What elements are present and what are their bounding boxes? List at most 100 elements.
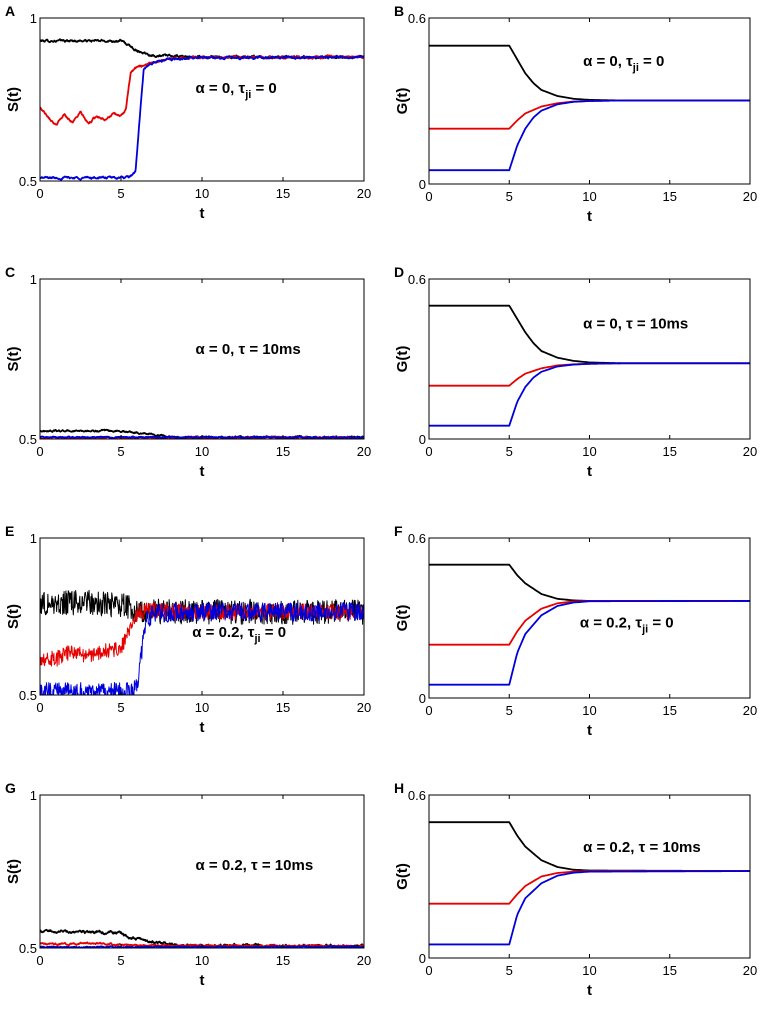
x-tick-label: 15: [276, 444, 290, 459]
x-tick-label: 5: [506, 703, 513, 718]
x-tick-label: 10: [195, 186, 209, 201]
annotation: α = 0, τji = 0: [196, 80, 277, 101]
x-tick-label: 20: [743, 444, 757, 459]
x-tick-label: 15: [663, 189, 677, 204]
panel-d: D 0 5 10 15 20 0 0.6 t G(t) α = 0, τ = 10ms: [394, 264, 757, 480]
axes-frame: [428, 794, 751, 959]
y-tick-label: 0.6: [408, 531, 426, 546]
x-tick-label: 15: [276, 186, 290, 201]
annotation-tail: = 0: [639, 53, 664, 70]
annotation: α = 0.2, τ = 10ms: [583, 839, 701, 856]
annotation: α = 0, τ = 10ms: [583, 316, 688, 333]
x-tick-label: 5: [117, 444, 124, 459]
annotation-main: α = 0.2, τ: [192, 624, 255, 641]
x-tick-label: 10: [195, 444, 209, 459]
x-tick-label: 0: [36, 953, 43, 968]
x-tick-label: 15: [663, 963, 677, 978]
annotation-main: α = 0, τ: [583, 53, 633, 70]
x-tick-label: 20: [743, 963, 757, 978]
panel-c: C 0 5 10 15 20 0.5 1 t S(t) α = 0, τ = 10ms: [5, 264, 371, 480]
y-axis-label: G(t): [394, 605, 411, 632]
series-blue-line: [40, 601, 364, 695]
series-blue-line: [429, 362, 750, 427]
x-tick-label: 20: [743, 189, 757, 204]
annotation-main: α = 0, τ = 10ms: [583, 316, 688, 333]
x-tick-label: 0: [36, 444, 43, 459]
x-axis-label: t: [200, 463, 205, 480]
annotation-main: α = 0, τ = 10ms: [196, 341, 301, 358]
annotation-tail: = 0: [648, 615, 673, 632]
x-tick-label: 15: [663, 444, 677, 459]
series-black-line: [429, 304, 750, 365]
y-tick-label: 0.5: [19, 432, 37, 447]
annotation-main: α = 0.2, τ = 10ms: [196, 857, 314, 874]
panel-letter: C: [5, 264, 15, 280]
annotation-subscript: ji: [632, 62, 639, 74]
x-tick-label: 10: [582, 189, 596, 204]
annotation: α = 0.2, τ = 10ms: [196, 857, 314, 874]
y-axis-label: S(t): [5, 347, 22, 372]
y-axis-label: S(t): [5, 604, 22, 629]
panel-g: G 0 5 10 15 20 0.5 1 t S(t) α = 0.2, τ = 10ms: [5, 780, 371, 989]
x-tick-label: 10: [195, 953, 209, 968]
x-tick-label: 5: [506, 189, 513, 204]
series-blue-line: [429, 870, 750, 946]
x-tick-label: 5: [117, 186, 124, 201]
x-axis-label: t: [587, 722, 592, 739]
x-tick-label: 0: [425, 963, 432, 978]
annotation-main: α = 0, τ: [196, 80, 246, 97]
panel-f: F 0 5 10 15 20 0 0.6 t G(t) α = 0.2, τji = 0: [394, 523, 757, 739]
x-tick-label: 5: [506, 963, 513, 978]
y-tick-label: 0.5: [19, 688, 37, 703]
series-red-line: [429, 99, 750, 130]
annotation: α = 0.2, τji = 0: [192, 624, 286, 645]
x-tick-label: 15: [276, 700, 290, 715]
series-black-line: [429, 563, 750, 602]
panel-letter: G: [5, 780, 16, 796]
series-red-line: [429, 362, 750, 387]
x-tick-label: 10: [195, 700, 209, 715]
y-axis-label: S(t): [5, 87, 22, 112]
y-tick-label: 0.6: [408, 788, 426, 803]
series-blue-line: [429, 600, 750, 686]
y-tick-label: 0: [419, 177, 426, 192]
annotation: α = 0.2, τji = 0: [580, 615, 674, 636]
annotation-main: α = 0.2, τ: [580, 615, 643, 632]
x-tick-label: 15: [663, 703, 677, 718]
y-tick-label: 0: [419, 951, 426, 966]
y-axis-label: G(t): [394, 88, 411, 115]
axes-frame: [39, 17, 365, 182]
annotation-subscript: ji: [253, 633, 260, 645]
x-tick-label: 20: [357, 700, 371, 715]
x-axis-label: t: [200, 719, 205, 736]
panel-letter: E: [5, 523, 14, 539]
x-tick-label: 15: [276, 953, 290, 968]
panel-h: H 0 5 10 15 20 0 0.6 t G(t) α = 0.2, τ = 10ms: [394, 780, 757, 999]
x-axis-label: t: [587, 982, 592, 999]
x-tick-label: 0: [36, 186, 43, 201]
y-tick-label: 1: [30, 531, 37, 546]
panel-letter: H: [394, 780, 404, 796]
x-tick-label: 5: [117, 700, 124, 715]
y-axis-label: S(t): [5, 859, 22, 884]
annotation-main: α = 0.2, τ = 10ms: [583, 839, 701, 856]
y-tick-label: 0.6: [408, 11, 426, 26]
panel-letter: A: [5, 3, 15, 19]
series-blue-line: [429, 99, 750, 172]
panel-letter: F: [394, 523, 403, 539]
panel-b: B 0 5 10 15 20 0 0.6 t G(t) α = 0, τji = 0: [394, 3, 757, 225]
series-red-line: [429, 870, 750, 905]
y-tick-label: 1: [30, 788, 37, 803]
y-tick-label: 1: [30, 11, 37, 26]
y-tick-label: 0.5: [19, 941, 37, 956]
x-tick-label: 20: [357, 444, 371, 459]
panel-a: A 0 5 10 15 20 0.5 1 t S(t) α = 0, τji = 0: [5, 3, 371, 222]
axes-frame: [39, 278, 365, 440]
x-tick-label: 10: [582, 703, 596, 718]
annotation-subscript: ji: [244, 89, 251, 101]
panel-e: E 0 5 10 15 20 0.5 1 t S(t) α = 0.2, τji = 0: [5, 523, 371, 736]
x-tick-label: 20: [357, 953, 371, 968]
annotation-tail: = 0: [251, 80, 276, 97]
x-axis-label: t: [587, 208, 592, 225]
